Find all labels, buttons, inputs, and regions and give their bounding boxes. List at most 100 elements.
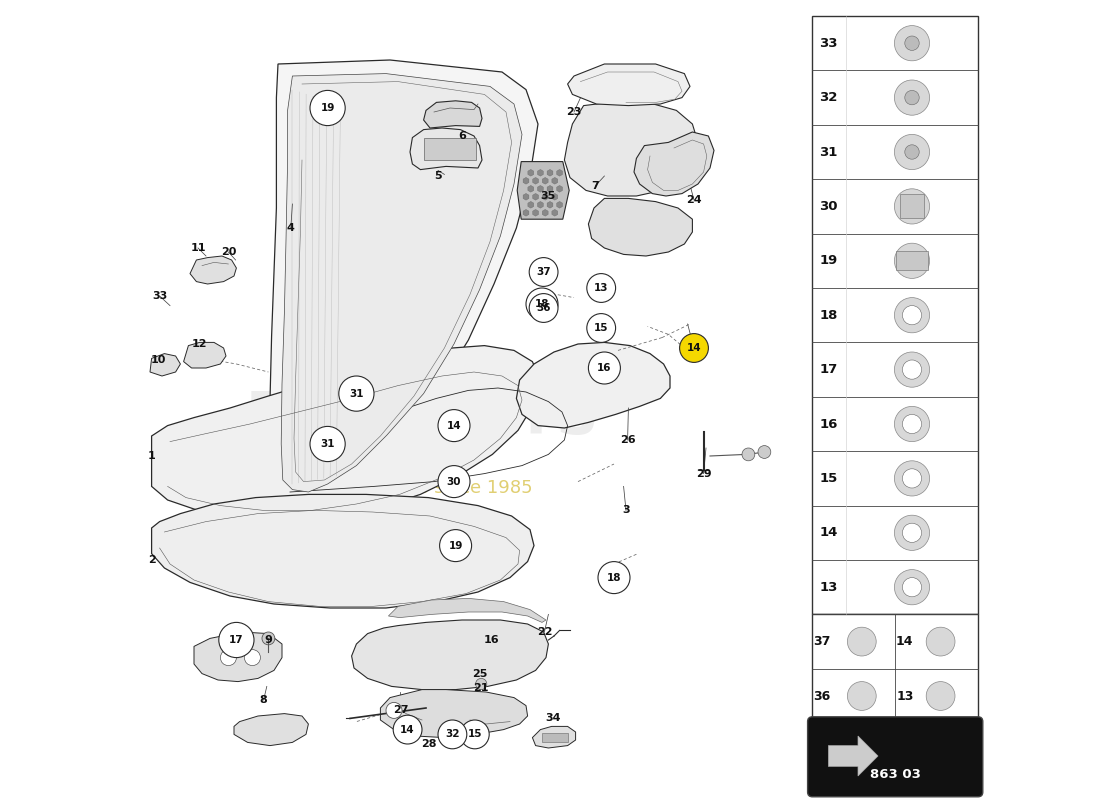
Polygon shape — [517, 162, 569, 219]
Circle shape — [905, 90, 920, 105]
Text: 14: 14 — [686, 343, 702, 353]
Circle shape — [598, 562, 630, 594]
Text: 19: 19 — [449, 541, 463, 550]
Text: 29: 29 — [696, 469, 712, 478]
Circle shape — [894, 189, 930, 224]
Text: 6: 6 — [458, 131, 466, 141]
FancyBboxPatch shape — [807, 717, 982, 797]
Polygon shape — [190, 256, 236, 284]
Text: 14: 14 — [820, 526, 837, 539]
Circle shape — [894, 406, 930, 442]
Text: 25: 25 — [472, 670, 487, 679]
Bar — [896, 251, 928, 270]
Text: 13: 13 — [820, 581, 837, 594]
Text: 36: 36 — [537, 303, 551, 313]
Text: 34: 34 — [546, 714, 561, 723]
Circle shape — [902, 306, 922, 325]
Circle shape — [902, 578, 922, 597]
Circle shape — [310, 426, 345, 462]
Text: 15: 15 — [594, 323, 608, 333]
Text: 4: 4 — [287, 223, 295, 233]
Text: 12: 12 — [191, 339, 207, 349]
Text: 36: 36 — [813, 690, 830, 702]
Text: a passion for parts since 1985: a passion for parts since 1985 — [260, 479, 532, 497]
Polygon shape — [270, 60, 538, 500]
Bar — [424, 138, 475, 160]
Circle shape — [894, 26, 930, 61]
Circle shape — [902, 414, 922, 434]
Circle shape — [475, 678, 487, 690]
Polygon shape — [234, 714, 308, 746]
Text: 35: 35 — [541, 191, 556, 201]
Circle shape — [894, 80, 930, 115]
Text: 20: 20 — [221, 247, 236, 257]
Polygon shape — [588, 198, 692, 256]
Bar — [813, 614, 978, 723]
Circle shape — [220, 650, 236, 666]
Circle shape — [847, 682, 877, 710]
Text: 17: 17 — [229, 635, 244, 645]
Text: 10: 10 — [151, 355, 166, 365]
Text: 18: 18 — [607, 573, 621, 582]
Circle shape — [244, 650, 261, 666]
Bar — [900, 194, 924, 218]
Circle shape — [386, 702, 402, 718]
Text: 7: 7 — [592, 181, 600, 190]
Text: 9: 9 — [264, 635, 273, 645]
Circle shape — [393, 715, 422, 744]
Text: 14: 14 — [896, 635, 913, 648]
Text: 37: 37 — [537, 267, 551, 277]
Circle shape — [680, 334, 708, 362]
Text: 16: 16 — [820, 418, 837, 430]
Polygon shape — [424, 101, 482, 128]
Text: 17: 17 — [820, 363, 837, 376]
Circle shape — [902, 360, 922, 379]
Polygon shape — [532, 726, 575, 748]
Circle shape — [440, 530, 472, 562]
Circle shape — [894, 298, 930, 333]
Text: 2: 2 — [147, 555, 155, 565]
Circle shape — [847, 627, 877, 656]
Circle shape — [529, 258, 558, 286]
Bar — [813, 16, 978, 614]
Text: 32: 32 — [820, 91, 837, 104]
Circle shape — [894, 515, 930, 550]
Circle shape — [758, 446, 771, 458]
Text: 8: 8 — [260, 695, 267, 705]
Circle shape — [902, 469, 922, 488]
Text: 30: 30 — [447, 477, 461, 486]
Text: 31: 31 — [320, 439, 334, 449]
Polygon shape — [150, 354, 180, 376]
Text: 32: 32 — [446, 730, 460, 739]
Text: 26: 26 — [619, 435, 636, 445]
Text: 15: 15 — [468, 730, 482, 739]
Polygon shape — [634, 132, 714, 196]
Text: 22: 22 — [537, 627, 552, 637]
Text: 16: 16 — [484, 635, 499, 645]
Circle shape — [926, 627, 955, 656]
Text: 21: 21 — [473, 683, 490, 693]
Text: 33: 33 — [152, 291, 167, 301]
Text: 30: 30 — [820, 200, 838, 213]
Text: 13: 13 — [594, 283, 608, 293]
Text: 5: 5 — [434, 171, 442, 181]
Circle shape — [526, 288, 558, 320]
Circle shape — [438, 410, 470, 442]
Circle shape — [894, 243, 930, 278]
Circle shape — [586, 314, 616, 342]
Text: 19: 19 — [320, 103, 334, 113]
Circle shape — [586, 274, 616, 302]
Polygon shape — [828, 736, 878, 776]
Bar — [542, 733, 568, 742]
Polygon shape — [388, 598, 546, 622]
Text: 18: 18 — [535, 299, 549, 309]
Polygon shape — [194, 632, 282, 682]
Polygon shape — [184, 342, 226, 368]
Circle shape — [894, 352, 930, 387]
Text: 18: 18 — [820, 309, 837, 322]
Circle shape — [894, 134, 930, 170]
Polygon shape — [568, 64, 690, 106]
Circle shape — [219, 622, 254, 658]
Text: 27: 27 — [393, 706, 408, 715]
Text: 33: 33 — [820, 37, 838, 50]
